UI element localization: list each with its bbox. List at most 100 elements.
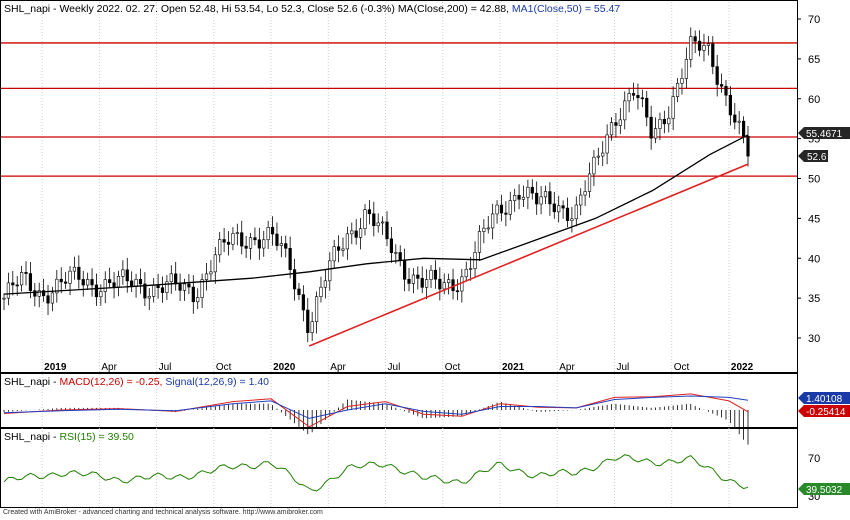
candle-body xyxy=(631,93,636,96)
candle-body xyxy=(601,152,605,157)
close-value-text: 52.6 xyxy=(807,152,827,163)
macd-histogram xyxy=(3,399,749,445)
candle-body xyxy=(592,156,596,175)
candle-body xyxy=(737,120,741,123)
candle-body xyxy=(130,280,134,287)
candle-body xyxy=(244,245,248,249)
candle-body xyxy=(552,203,556,213)
price-panel-frame xyxy=(0,0,798,373)
candle-body xyxy=(442,282,446,290)
candle-body xyxy=(407,278,411,284)
candle-body xyxy=(169,273,173,283)
candle-body xyxy=(649,116,653,139)
candle-body xyxy=(42,290,46,297)
candle-body xyxy=(314,296,319,323)
candle-body xyxy=(482,227,486,232)
candle-body xyxy=(719,84,724,87)
candle-body xyxy=(508,200,512,215)
time-tick-label: Jul xyxy=(616,362,629,373)
candle-body xyxy=(609,122,614,136)
candle-body xyxy=(64,281,68,284)
candle-body xyxy=(196,297,200,303)
price-tick-label: 35 xyxy=(808,293,820,305)
candle-body xyxy=(385,221,389,240)
candle-body xyxy=(517,195,521,200)
candle-body xyxy=(279,243,283,246)
candle-body xyxy=(394,252,398,254)
candle-body xyxy=(46,295,50,304)
candle-body xyxy=(103,279,107,292)
macd-title-signal: Signal(12,26,9) = 1.40 xyxy=(165,376,269,388)
ma-value-badge: 55.4671 xyxy=(798,127,850,140)
candle-body xyxy=(323,280,327,288)
title-ma50: MA1(Close,50) = 55.47 xyxy=(512,3,620,15)
candle-body xyxy=(81,279,85,286)
candle-body xyxy=(548,191,552,205)
candle-body xyxy=(433,269,438,280)
candle-body xyxy=(557,205,561,213)
candle-body xyxy=(521,196,526,200)
candle-body xyxy=(204,273,209,280)
candle-body xyxy=(90,279,94,286)
candle-body xyxy=(381,221,385,224)
candle-body xyxy=(266,227,270,241)
candle-body xyxy=(416,274,420,279)
candle-body xyxy=(469,268,473,270)
ma200-line xyxy=(3,134,749,295)
rsi-title: SHL_napi - RSI(15) = 39.50 xyxy=(4,431,134,443)
vertical-grid xyxy=(41,2,730,507)
candle-body xyxy=(403,259,407,280)
time-tick-label: Jul xyxy=(159,362,172,373)
resistance-lines xyxy=(1,42,797,177)
candle-body xyxy=(372,213,376,227)
candle-body xyxy=(345,233,349,250)
rsi-title-value: RSI(15) = 39.50 xyxy=(59,431,134,443)
macd-line xyxy=(3,393,749,428)
candle-body xyxy=(292,269,297,290)
candle-body xyxy=(715,66,719,85)
candle-body xyxy=(297,288,301,295)
candle-body xyxy=(6,282,11,299)
candle-body xyxy=(143,283,147,299)
time-tick-label: Apr xyxy=(101,362,117,373)
candle-body xyxy=(174,273,178,285)
candle-body xyxy=(513,195,517,201)
candle-body xyxy=(477,231,482,253)
price-tick-label: 70 xyxy=(808,14,820,26)
candle-body xyxy=(711,43,715,67)
candle-body xyxy=(667,117,671,125)
chart-title: SHL_napi - Weekly 2022. 02. 27. Open 52.… xyxy=(4,3,620,15)
candle-body xyxy=(55,278,59,294)
candle-body xyxy=(37,290,41,297)
candle-body xyxy=(2,297,6,300)
candle-body xyxy=(306,309,310,333)
candle-body xyxy=(636,95,640,99)
candle-body xyxy=(270,227,275,235)
candle-body xyxy=(587,173,592,192)
price-tick-label: 50 xyxy=(808,174,820,186)
ma-value-text: 55.4671 xyxy=(806,129,843,140)
candle-body xyxy=(218,239,222,256)
candle-body xyxy=(262,239,266,249)
candle-body xyxy=(147,296,151,299)
candle-body xyxy=(301,294,305,311)
candle-body xyxy=(623,100,627,121)
candle-body xyxy=(579,194,583,206)
rsi-tick-label: 70 xyxy=(808,453,820,465)
title-info: - Weekly 2022. 02. 27. Open 52.48, Hi 53… xyxy=(50,3,398,15)
candle-body xyxy=(24,272,28,274)
candle-body xyxy=(653,128,658,139)
candle-body xyxy=(495,204,499,215)
candle-body xyxy=(425,279,429,288)
candle-body xyxy=(121,269,125,277)
time-tick-label: Oct xyxy=(445,362,461,373)
rsi-title-symbol: SHL_napi xyxy=(4,431,50,443)
price-candles xyxy=(2,27,750,343)
candle-body xyxy=(94,284,99,298)
price-tick-label: 65 xyxy=(808,54,820,66)
footer-credit: Created with AmiBroker - advanced charti… xyxy=(3,509,323,516)
candle-body xyxy=(288,248,292,270)
candle-body xyxy=(108,279,112,284)
candle-body xyxy=(367,209,371,215)
